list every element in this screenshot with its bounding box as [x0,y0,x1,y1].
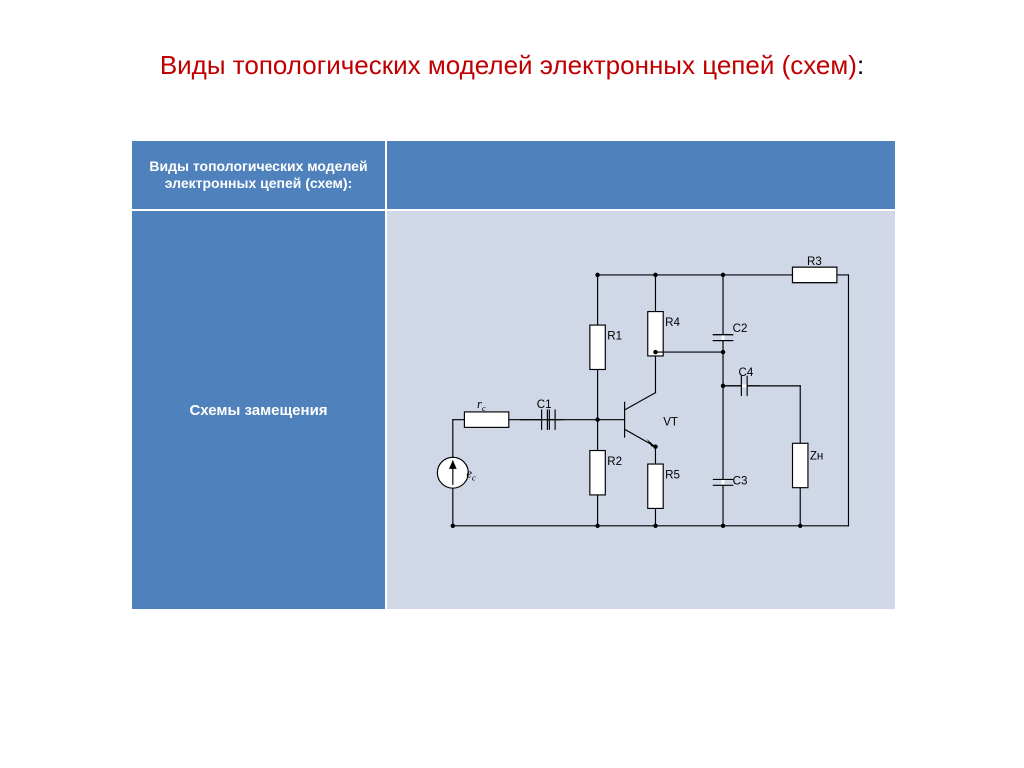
svg-text:C1: C1 [537,399,552,411]
svg-text:rc: rc [477,397,486,413]
header-left-cell: Виды топологических моделей электронных … [131,140,386,210]
svg-text:ec: ec [466,467,476,483]
body-right-cell: rc ec C1 R1 R2 R4 R5 R3 C2 C3 C4 Zн VT [386,210,896,610]
svg-text:R4: R4 [665,317,680,329]
header-left-text: Виды топологических моделей электронных … [138,158,379,193]
svg-text:C2: C2 [733,323,748,335]
svg-text:R3: R3 [807,256,822,268]
svg-text:C4: C4 [738,367,753,379]
svg-text:R1: R1 [607,331,622,343]
slide: Виды топологических моделей электронных … [0,0,1024,768]
main-table: Виды топологических моделей электронных … [130,139,897,611]
circuit-diagram: rc ec C1 R1 R2 R4 R5 R3 C2 C3 C4 Zн VT [393,217,889,603]
svg-text:Zн: Zн [810,451,823,463]
page-title: Виды топологических моделей электронных … [0,50,1024,81]
svg-text:C3: C3 [733,475,748,487]
svg-text:VT: VT [663,416,678,428]
header-right-cell [386,140,896,210]
title-main: Виды топологических моделей электронных … [160,50,857,80]
svg-text:R5: R5 [665,470,680,482]
body-left-cell: Схемы замещения [131,210,386,610]
title-suffix: : [857,50,864,80]
svg-text:R2: R2 [607,456,622,468]
table-body-row: Схемы замещения rc ec C1 R1 R2 R4 R5 R3 C2 C3 C4 Zн… [131,210,896,610]
body-left-text: Схемы замещения [189,402,327,419]
table-header-row: Виды топологических моделей электронных … [131,140,896,210]
